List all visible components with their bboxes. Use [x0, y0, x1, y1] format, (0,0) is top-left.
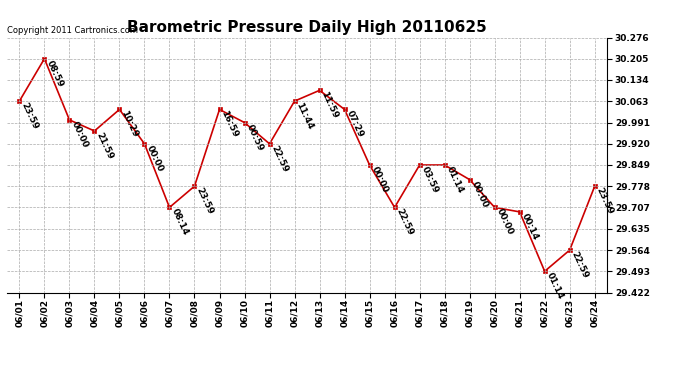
Text: 08:14: 08:14: [170, 207, 190, 237]
Text: Copyright 2011 Cartronics.com: Copyright 2011 Cartronics.com: [7, 26, 138, 35]
Text: 01:14: 01:14: [544, 271, 565, 301]
Text: 10:29: 10:29: [119, 110, 139, 139]
Text: 23:59: 23:59: [195, 186, 215, 216]
Text: 08:59: 08:59: [44, 59, 65, 88]
Text: 00:00: 00:00: [70, 120, 90, 149]
Text: 16:59: 16:59: [219, 110, 240, 140]
Text: 00:14: 00:14: [520, 212, 540, 242]
Text: 11:44: 11:44: [295, 101, 315, 131]
Text: 00:00: 00:00: [144, 144, 164, 173]
Text: 00:00: 00:00: [370, 165, 390, 194]
Text: 22:59: 22:59: [395, 207, 415, 237]
Text: 00:59: 00:59: [244, 123, 265, 152]
Text: 23:59: 23:59: [19, 101, 40, 131]
Text: 03:59: 03:59: [420, 165, 440, 195]
Text: 11:59: 11:59: [319, 90, 340, 120]
Text: 23:59: 23:59: [595, 186, 615, 216]
Title: Barometric Pressure Daily High 20110625: Barometric Pressure Daily High 20110625: [127, 20, 487, 35]
Text: 07:29: 07:29: [344, 110, 365, 140]
Text: 00:00: 00:00: [470, 180, 490, 209]
Text: 22:59: 22:59: [270, 144, 290, 174]
Text: 00:00: 00:00: [495, 207, 515, 237]
Text: 22:59: 22:59: [570, 250, 590, 280]
Text: 21:59: 21:59: [95, 131, 115, 161]
Text: 01:14: 01:14: [444, 165, 465, 195]
